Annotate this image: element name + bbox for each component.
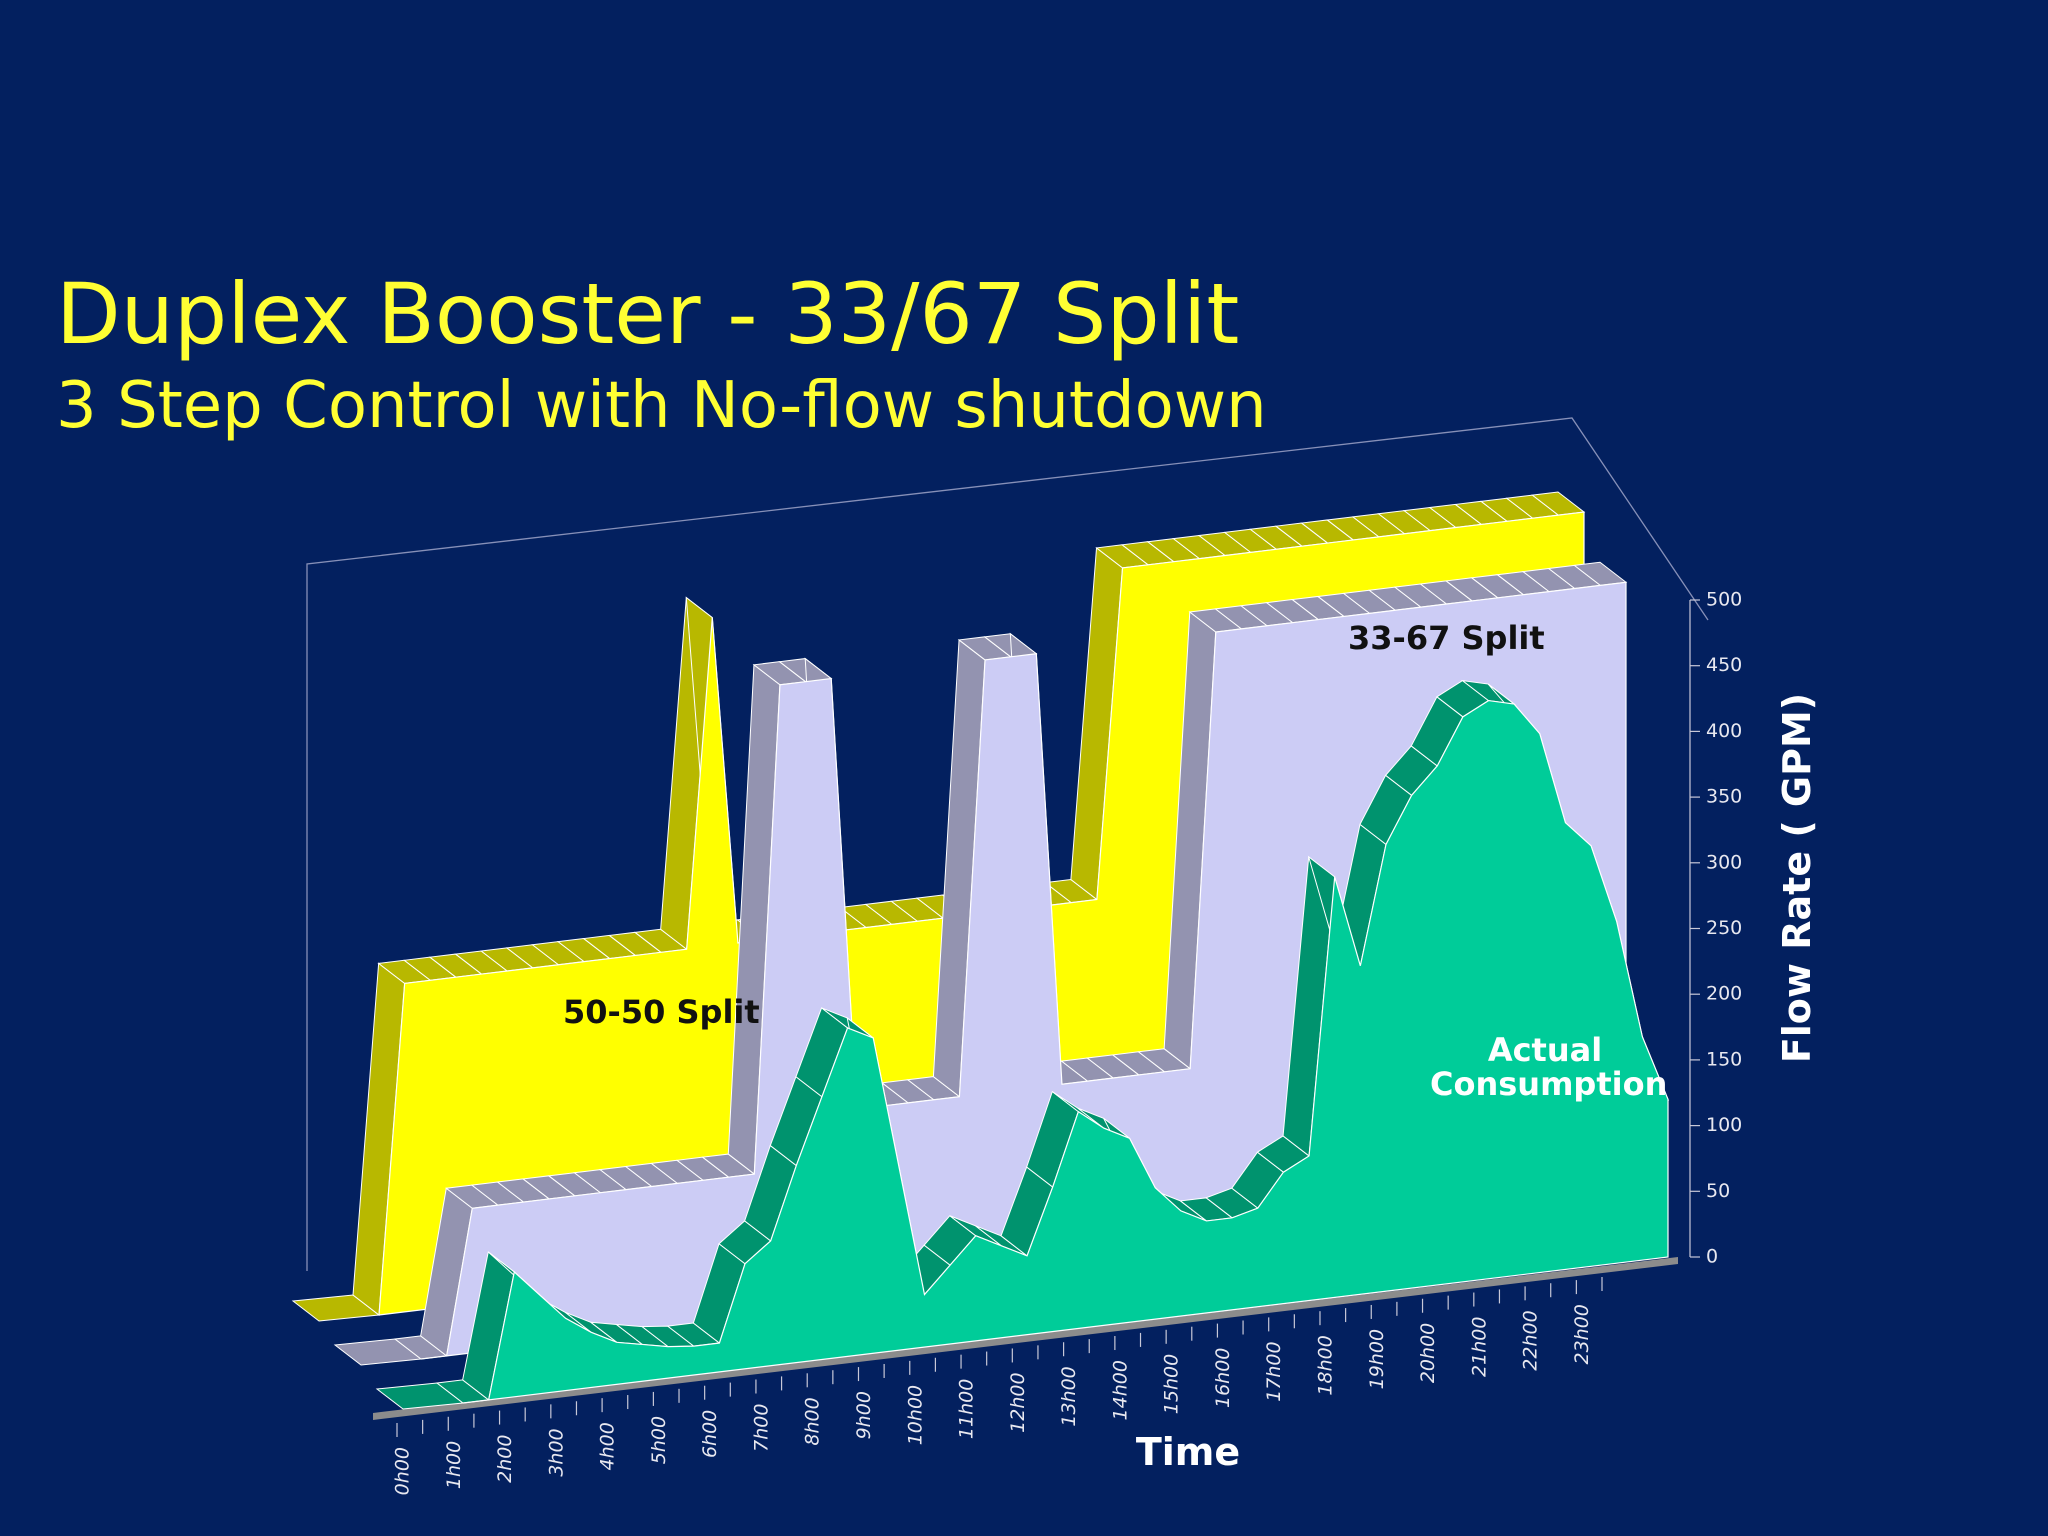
series [375,679,1670,1410]
y-tick-label: 400 [1706,720,1742,742]
x-tick-label: 5h00 [648,1416,670,1464]
series-label: 50-50 Split [563,993,760,1031]
y-axis-title: Flow Rate ( GPM) [1775,693,1819,1063]
y-tick-label: 150 [1706,1048,1742,1070]
x-tick-label: 4h00 [597,1422,619,1470]
x-tick-label: 10h00 [904,1385,926,1445]
area [462,699,1669,1404]
series-label: Actual Consumption [1430,1031,1668,1103]
y-tick-label: 250 [1706,917,1742,939]
x-tick-label: 20h00 [1417,1323,1439,1383]
x-tick-label: 19h00 [1366,1329,1388,1389]
x-tick-label: 21h00 [1468,1317,1490,1377]
y-tick-label: 100 [1706,1114,1742,1136]
series-label: 33-67 Split [1348,619,1545,657]
y-tick-label: 450 [1706,654,1742,676]
x-tick-label: 6h00 [699,1410,721,1458]
x-tick-label: 7h00 [750,1404,772,1452]
x-tick-label: 18h00 [1314,1335,1336,1395]
subtitle: 3 Step Control with No-flow shutdown [56,369,1267,443]
x-tick-label: 11h00 [956,1379,978,1439]
x-tick-label: 3h00 [545,1428,567,1476]
y-tick-label: 350 [1706,786,1742,808]
x-tick-label: 14h00 [1109,1360,1131,1420]
x-tick-label: 17h00 [1263,1341,1285,1401]
x-tick-label: 15h00 [1161,1354,1183,1414]
x-tick-label: 23h00 [1571,1304,1593,1364]
x-tick-label: 9h00 [853,1391,875,1439]
x-tick-label: 13h00 [1058,1366,1080,1426]
back-wall [306,417,1709,1271]
x-axis-title: Time [1136,1430,1240,1474]
y-tick-label: 200 [1706,983,1742,1005]
y-tick-label: 50 [1706,1180,1730,1202]
x-tick-label: 16h00 [1212,1348,1234,1408]
floor [373,1257,1678,1420]
y-tick-label: 0 [1706,1246,1718,1268]
x-tick-label: 22h00 [1520,1310,1542,1370]
x-tick-label: 1h00 [443,1441,465,1489]
x-tick-label: 2h00 [494,1435,516,1483]
x-tick-label: 12h00 [1007,1372,1029,1432]
x-tick-label: 0h00 [392,1447,414,1495]
x-tick-label: 8h00 [802,1397,824,1445]
y-tick-label: 300 [1706,851,1742,873]
title: Duplex Booster - 33/67 Split [56,265,1240,363]
y-tick-label: 500 [1706,589,1742,611]
